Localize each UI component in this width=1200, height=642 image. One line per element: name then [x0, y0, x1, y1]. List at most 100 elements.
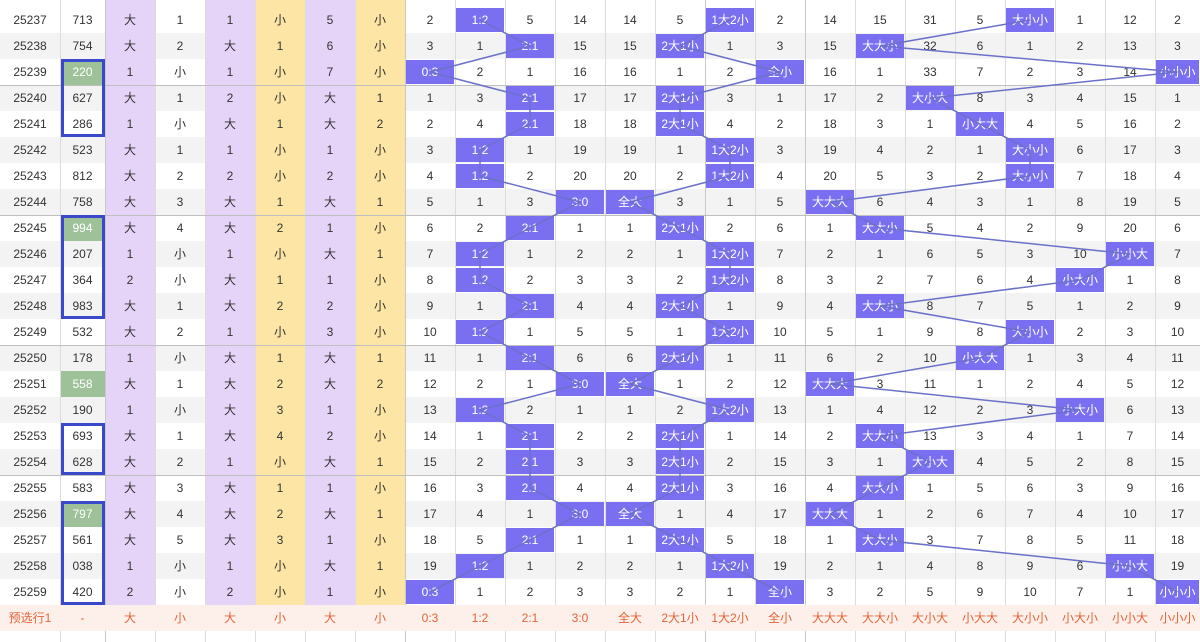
preselect-option[interactable]: 小	[373, 611, 386, 625]
trend-cell: 大	[123, 221, 136, 235]
trend-cell: 2	[426, 13, 434, 27]
trend-cell: 小大大	[961, 351, 998, 365]
trend-cell: 1	[326, 221, 334, 235]
trend-cell: 小	[273, 559, 286, 573]
trend-cell: 1	[326, 585, 334, 599]
trend-cell: 1	[526, 143, 534, 157]
draw-number: 628	[72, 455, 93, 469]
trend-cell: 3	[1026, 247, 1034, 261]
trend-cell: 1	[876, 455, 884, 469]
trend-cell: 2	[876, 351, 884, 365]
trend-cell: 4	[1076, 507, 1084, 521]
trend-cell: 2大1小	[661, 91, 699, 105]
trend-cell: 1	[1126, 585, 1134, 599]
trend-cell: 3	[626, 455, 634, 469]
trend-cell: 大小小	[1011, 169, 1048, 183]
trend-cell: 2:1	[521, 481, 539, 495]
trend-cell: 7	[1076, 585, 1084, 599]
trend-cell: 5	[526, 13, 534, 27]
trend-cell: 1	[326, 403, 334, 417]
trend-cell: 4	[626, 481, 634, 495]
preselect-option[interactable]: 大	[323, 611, 336, 625]
preselect-option[interactable]: 小大大	[961, 611, 998, 625]
trend-cell: 2	[476, 455, 484, 469]
trend-cell: 32	[923, 39, 937, 53]
trend-cell: 7	[1126, 429, 1134, 443]
trend-cell: 4	[1076, 91, 1084, 105]
trend-cell: 8	[926, 299, 934, 313]
preselect-option[interactable]: 0:3	[421, 611, 439, 625]
trend-cell: 大大小	[861, 39, 898, 53]
trend-cell: 4	[1076, 377, 1084, 391]
trend-cell: 3	[1026, 403, 1034, 417]
draw-number: 812	[72, 169, 93, 183]
preselect-option[interactable]: 大大小	[861, 611, 898, 625]
trend-cell: 8	[976, 325, 984, 339]
trend-cell: 大	[123, 325, 136, 339]
draw-number: 713	[72, 13, 93, 27]
trend-cell: 2	[526, 273, 534, 287]
trend-cell: 18	[823, 117, 837, 131]
preselect-option[interactable]: 大小小	[1011, 611, 1048, 625]
trend-cell: 1	[976, 377, 984, 391]
preselect-option[interactable]: 小小大	[1111, 611, 1148, 625]
trend-cell: 1大2小	[711, 325, 749, 339]
trend-cell: 17	[623, 91, 637, 105]
preselect-option[interactable]: 1大2小	[711, 611, 749, 625]
trend-cell: 2	[526, 585, 534, 599]
preselect-option[interactable]: 大大大	[811, 611, 848, 625]
trend-cell: 14	[773, 429, 787, 443]
preselect-option[interactable]: 3:0	[571, 611, 589, 625]
preselect-option[interactable]: 大	[223, 611, 236, 625]
trend-cell: 1	[226, 247, 234, 261]
trend-cell: 1:2	[471, 13, 489, 27]
trend-cell: 2	[1076, 325, 1084, 339]
trend-cell: 大	[123, 455, 136, 469]
draw-number: 420	[72, 585, 93, 599]
trend-cell: 小	[373, 169, 386, 183]
preselect-option[interactable]: 小	[273, 611, 286, 625]
trend-cell: 4	[926, 195, 934, 209]
trend-cell: 1	[276, 273, 284, 287]
preselect-option[interactable]: 2大1小	[661, 611, 699, 625]
preselect-option[interactable]: 小大小	[1061, 611, 1098, 625]
preselect-option[interactable]: 1:2	[471, 611, 489, 625]
trend-cell: 20	[623, 169, 637, 183]
column-divider	[105, 0, 106, 642]
trend-cell: 1	[926, 481, 934, 495]
preselect-option[interactable]: 大小大	[911, 611, 948, 625]
preselect-row[interactable]	[0, 605, 1200, 631]
preselect-option[interactable]: 全大	[617, 611, 642, 625]
preselect-option[interactable]: 全小	[767, 611, 792, 625]
trend-cell: 小大小	[1061, 273, 1098, 287]
preselect-option[interactable]: 大	[123, 611, 136, 625]
trend-cell: 9	[1174, 299, 1181, 313]
trend-cell: 小	[173, 585, 186, 599]
preselect-option[interactable]: 小小小	[1159, 611, 1196, 625]
preselect-option[interactable]: 小	[173, 611, 186, 625]
trend-cell: 3	[526, 195, 534, 209]
trend-cell: 3	[876, 377, 884, 391]
trend-cell: 14	[823, 13, 837, 27]
issue-number: 25245	[13, 221, 47, 235]
trend-cell: 1:2	[471, 169, 489, 183]
trend-cell: 11	[773, 351, 787, 365]
trend-cell: 2:1	[521, 39, 539, 53]
trend-cell: 1	[326, 143, 334, 157]
trend-cell: 3	[776, 39, 784, 53]
trend-cell: 9	[926, 325, 934, 339]
trend-cell: 大	[123, 533, 136, 547]
trend-cell: 10	[773, 325, 787, 339]
trend-cell: 5	[1076, 117, 1084, 131]
trend-cell: 大	[123, 39, 136, 53]
preselect-option[interactable]: 2:1	[521, 611, 539, 625]
trend-cell: 2	[776, 13, 784, 27]
trend-cell: 12	[923, 403, 937, 417]
trend-cell: 2:1	[521, 533, 539, 547]
trend-cell: 1	[576, 221, 584, 235]
trend-cell: 1	[1026, 351, 1034, 365]
trend-cell: 2:1	[521, 429, 539, 443]
table-row[interactable]	[0, 449, 1200, 475]
trend-cell: 3	[176, 481, 184, 495]
group-separator	[0, 345, 1200, 346]
